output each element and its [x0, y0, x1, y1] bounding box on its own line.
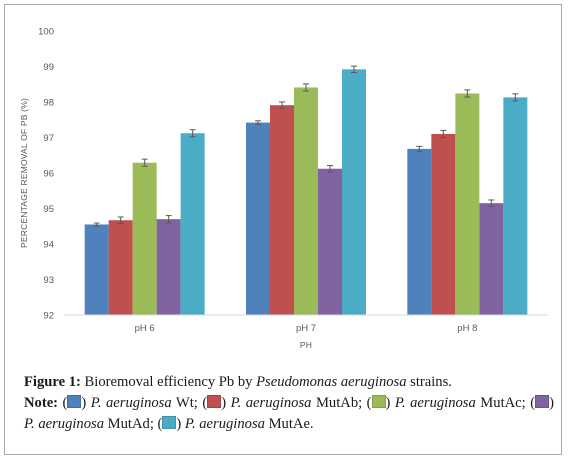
legend-strain-mutad: MutAd;: [104, 416, 154, 432]
figure-label: Figure 1:: [24, 374, 81, 390]
x-tick-label: pH 6: [135, 323, 155, 334]
y-tick-label: 100: [38, 27, 54, 38]
x-axis-ticks: pH 6 pH 7 pH 8: [135, 323, 478, 334]
legend-strain-mutab: MutAb;: [311, 395, 363, 411]
note-label: Note:: [24, 395, 59, 411]
bar-group: [84, 65, 528, 315]
caption-title-prefix: Bioremoval efficiency Pb by: [84, 374, 257, 390]
figure-caption: Figure 1: Bioremoval efficiency Pb by Ps…: [24, 372, 554, 435]
bar: [294, 87, 318, 315]
bar: [246, 122, 270, 315]
legend-swatch-mutab: [207, 395, 222, 408]
bar: [108, 220, 133, 315]
caption-title-suffix: strains.: [406, 374, 452, 390]
legend-strain-wt: Wt;: [171, 395, 198, 411]
y-axis-title: PERCENTAGE REMOVAL OF PB (%): [19, 98, 29, 248]
legend-strain-mutae: MutAe.: [264, 416, 314, 432]
y-tick-label: 94: [43, 240, 54, 251]
bar: [156, 219, 181, 315]
bar-chart: 92 93 94 95 96 97 98 99 100 pH 6 pH 7 pH 8 PH PERC…: [19, 27, 548, 350]
legend-species-mutad: P. aeruginosa: [24, 416, 105, 432]
legend-swatch-mutac: [371, 395, 386, 408]
bar: [479, 203, 504, 315]
legend-species-wt: P. aeruginosa: [90, 395, 172, 411]
y-tick-label: 92: [43, 311, 54, 322]
y-tick-label: 93: [43, 275, 54, 286]
legend-swatch-mutae: [162, 416, 177, 429]
legend-species-mutab: P. aeruginosa: [230, 395, 312, 411]
caption-note: Note: () P. aeruginosa Wt; () P. aerugin…: [24, 395, 554, 432]
bar: [132, 162, 157, 315]
legend-species-mutac: P. aeruginosa: [394, 395, 476, 411]
x-tick-label: pH 7: [296, 323, 316, 334]
y-tick-label: 95: [43, 204, 54, 215]
legend-swatch-mutad: [535, 395, 550, 408]
bar: [180, 133, 205, 315]
bar: [503, 97, 528, 315]
y-tick-label: 98: [43, 98, 54, 109]
caption-title-species: Pseudomonas aeruginosa: [256, 374, 407, 390]
bar: [270, 105, 294, 315]
x-tick-label: pH 8: [457, 323, 477, 334]
y-tick-label: 96: [43, 169, 54, 180]
y-axis-ticks: 92 93 94 95 96 97 98 99 100: [38, 27, 54, 322]
y-tick-label: 97: [43, 133, 54, 144]
bar: [342, 69, 366, 315]
legend-strain-mutac: MutAc;: [475, 395, 526, 411]
bar: [318, 168, 342, 315]
bar: [84, 224, 109, 315]
legend-swatch-wt: [67, 395, 82, 408]
bar: [455, 93, 480, 315]
caption-title-line: Figure 1: Bioremoval efficiency Pb by Ps…: [24, 372, 554, 393]
x-axis-title: PH: [300, 340, 312, 350]
bar: [431, 133, 456, 315]
legend-species-mutae: P. aeruginosa: [184, 416, 265, 432]
bar: [407, 148, 432, 315]
y-tick-label: 99: [43, 62, 54, 73]
